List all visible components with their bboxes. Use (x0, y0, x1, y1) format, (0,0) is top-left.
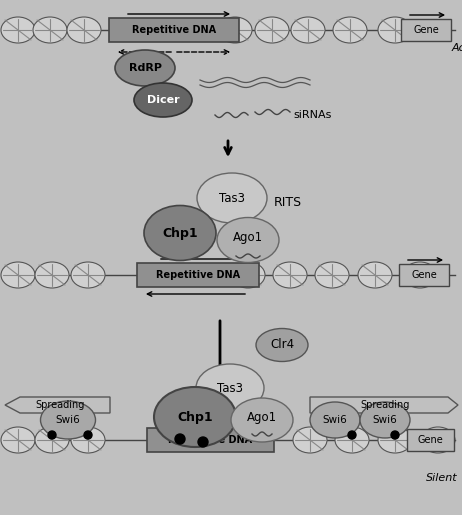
Text: Chp1: Chp1 (162, 227, 198, 239)
Text: Gene: Gene (418, 435, 444, 445)
Text: Repetitive DNA: Repetitive DNA (156, 270, 240, 280)
Ellipse shape (403, 262, 437, 288)
Ellipse shape (315, 262, 349, 288)
Ellipse shape (217, 217, 279, 263)
FancyBboxPatch shape (137, 263, 259, 287)
Text: Tas3: Tas3 (217, 382, 243, 394)
Text: Swi6: Swi6 (322, 415, 347, 425)
Ellipse shape (71, 427, 105, 453)
Ellipse shape (255, 17, 289, 43)
Ellipse shape (378, 427, 412, 453)
Ellipse shape (1, 262, 35, 288)
Ellipse shape (231, 398, 293, 442)
Ellipse shape (218, 17, 252, 43)
Text: Active: Active (452, 43, 462, 53)
Text: Gene: Gene (413, 25, 439, 35)
Text: Spreading: Spreading (35, 400, 85, 410)
Text: Repetitive DNA: Repetitive DNA (132, 25, 216, 35)
Ellipse shape (33, 17, 67, 43)
Ellipse shape (231, 262, 265, 288)
Ellipse shape (421, 427, 455, 453)
Ellipse shape (41, 401, 96, 439)
Ellipse shape (358, 262, 392, 288)
Text: siRNAs: siRNAs (293, 110, 331, 120)
Polygon shape (5, 397, 110, 413)
Ellipse shape (360, 402, 410, 438)
Ellipse shape (197, 173, 267, 223)
Ellipse shape (310, 402, 360, 438)
Polygon shape (310, 397, 458, 413)
Text: Dicer: Dicer (147, 95, 179, 105)
FancyBboxPatch shape (399, 264, 449, 286)
Text: RITS: RITS (274, 197, 302, 210)
Text: Tas3: Tas3 (219, 192, 245, 204)
Ellipse shape (71, 262, 105, 288)
FancyBboxPatch shape (109, 18, 239, 42)
Text: Gene: Gene (411, 270, 437, 280)
Circle shape (48, 431, 56, 439)
Text: Ago1: Ago1 (233, 232, 263, 245)
Circle shape (198, 437, 208, 447)
Ellipse shape (333, 17, 367, 43)
Circle shape (391, 431, 399, 439)
Text: Spreading: Spreading (360, 400, 410, 410)
Text: Swi6: Swi6 (373, 415, 397, 425)
Circle shape (175, 434, 185, 444)
FancyBboxPatch shape (401, 19, 451, 41)
Ellipse shape (35, 427, 69, 453)
Text: Repetitive DNA: Repetitive DNA (169, 435, 253, 445)
Ellipse shape (273, 262, 307, 288)
FancyBboxPatch shape (147, 428, 274, 452)
Circle shape (348, 431, 356, 439)
Ellipse shape (115, 50, 175, 86)
Ellipse shape (293, 427, 327, 453)
Ellipse shape (67, 17, 101, 43)
Text: Ago1: Ago1 (247, 411, 277, 424)
Ellipse shape (378, 17, 412, 43)
Text: Silent: Silent (426, 473, 458, 483)
Ellipse shape (1, 427, 35, 453)
Circle shape (84, 431, 92, 439)
Text: Swi6: Swi6 (55, 415, 80, 425)
Text: RdRP: RdRP (128, 63, 162, 73)
Ellipse shape (335, 427, 369, 453)
Ellipse shape (256, 329, 308, 362)
Ellipse shape (291, 17, 325, 43)
Ellipse shape (35, 262, 69, 288)
Ellipse shape (196, 364, 264, 412)
FancyBboxPatch shape (407, 429, 454, 451)
Ellipse shape (154, 387, 236, 447)
Text: Chp1: Chp1 (177, 410, 213, 423)
Ellipse shape (144, 205, 216, 261)
Ellipse shape (1, 17, 35, 43)
Text: Clr4: Clr4 (270, 338, 294, 352)
Ellipse shape (134, 83, 192, 117)
